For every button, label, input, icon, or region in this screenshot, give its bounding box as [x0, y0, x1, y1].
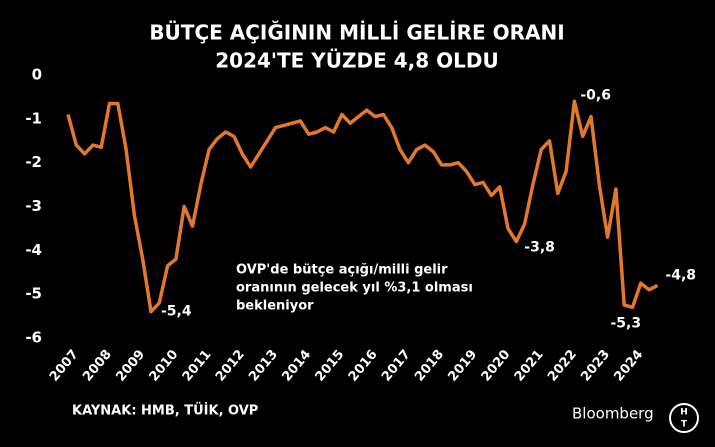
source: KAYNAK: HMB, TÜİK, OVP [72, 403, 258, 419]
y-tick-label: -1 [25, 109, 42, 127]
x-tick-label: 2014 [279, 347, 314, 384]
y-tick-label: -4 [25, 241, 42, 259]
value-label: -5,4 [161, 304, 192, 320]
annotation: OVP'de bütçe açığı/milli gelir [236, 263, 448, 278]
x-tick-label: 2007 [47, 347, 82, 384]
value-label: -5,3 [610, 315, 641, 331]
y-tick-label: -6 [25, 329, 42, 347]
x-tick-label: 2023 [578, 347, 613, 384]
x-tick-label: 2008 [80, 347, 115, 384]
logo-badge-text: H [680, 408, 688, 418]
x-tick-label: 2013 [246, 347, 281, 384]
value-label: -3,8 [524, 240, 555, 256]
x-tick-label: 2017 [379, 347, 414, 384]
x-tick-label: 2022 [545, 347, 580, 384]
y-tick-label: -5 [25, 285, 42, 303]
x-tick-label: 2021 [512, 347, 547, 384]
x-tick-label: 2020 [479, 347, 514, 384]
value-label: -4,8 [665, 267, 696, 283]
x-tick-label: 2016 [346, 347, 381, 384]
logo-badge-text: T [681, 420, 688, 430]
logo: Bloomberg [572, 405, 654, 423]
chart-title: BÜTÇE AÇIĞININ MİLLİ GELİRE ORANI [149, 21, 564, 45]
y-tick-label: 0 [32, 66, 42, 84]
y-tick-label: -3 [25, 197, 42, 215]
x-tick-label: 2010 [147, 347, 182, 384]
annotation: bekleniyor [236, 299, 314, 314]
x-tick-label: 2019 [445, 347, 480, 384]
value-label: -0,6 [580, 87, 611, 103]
annotation: oranının gelecek yıl %3,1 olması [236, 281, 473, 296]
x-tick-label: 2009 [113, 347, 148, 384]
x-tick-label: 2015 [313, 347, 348, 384]
x-tick-label: 2018 [412, 347, 447, 384]
x-tick-label: 2024 [611, 347, 646, 384]
x-tick-label: 2011 [180, 347, 215, 384]
y-tick-label: -2 [25, 153, 42, 171]
logo-badge [669, 403, 699, 433]
line [66, 99, 659, 314]
x-tick-label: 2012 [213, 347, 248, 384]
chart-title: 2024'TE YÜZDE 4,8 OLDU [215, 49, 499, 73]
